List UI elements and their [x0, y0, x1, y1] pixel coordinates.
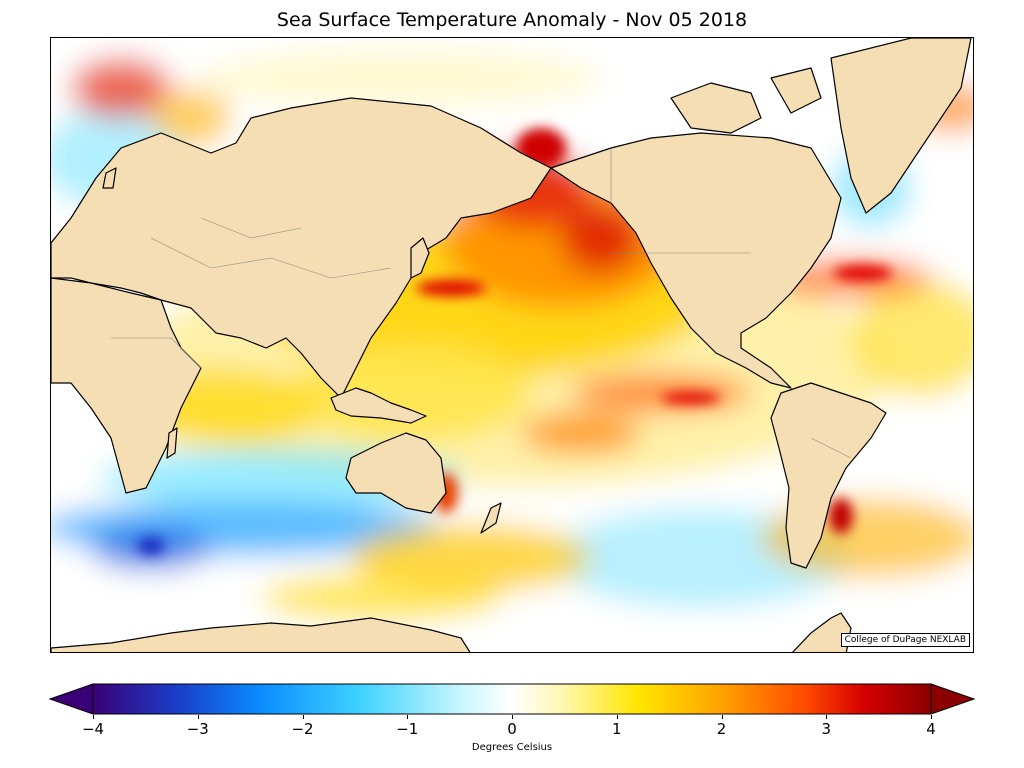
colorbar-extend-high [930, 683, 976, 715]
colorbar-tick-mark [931, 715, 932, 719]
colorbar-tick-mark [197, 715, 199, 719]
uk [102, 167, 117, 189]
new-zealand [480, 502, 502, 534]
colorbar-gradient [92, 683, 932, 715]
antarctica-east [792, 612, 852, 652]
madagascar [166, 427, 178, 459]
north-america [550, 132, 842, 389]
colorbar-tick-mark [302, 715, 304, 719]
south-america [770, 382, 887, 569]
colorbar-label: Degrees Celsius [471, 742, 553, 753]
land-masses [51, 38, 972, 652]
sst-anomaly-map: College of DuPage NEXLAB [50, 37, 974, 653]
country-borders [111, 148, 852, 459]
indonesia [330, 387, 427, 424]
africa [51, 277, 202, 494]
anomaly-field [51, 38, 973, 652]
colorbar-tick-mark [721, 715, 723, 719]
australia [345, 432, 447, 514]
colorbar-tick-label: −4 [81, 720, 105, 738]
colorbar-tick-label: 4 [926, 720, 936, 738]
greenland [830, 38, 972, 214]
colorbar-tick-label: 1 [611, 720, 622, 738]
colorbar-tick-mark [826, 715, 828, 719]
credit-label: College of DuPage NEXLAB [840, 633, 970, 647]
colorbar-tick-label: 0 [507, 720, 517, 738]
colorbar-tick-label: −2 [291, 720, 314, 738]
colorbar-tick-mark [93, 715, 94, 719]
arctic-islands [670, 82, 762, 134]
map-canvas [51, 38, 973, 652]
japan [410, 237, 430, 279]
arctic-islands-2 [770, 67, 822, 114]
antarctica [51, 617, 471, 652]
colorbar-tick-label: 2 [716, 720, 727, 738]
colorbar [48, 683, 976, 715]
colorbar-tick-label: −1 [396, 720, 419, 738]
colorbar-tick-mark [616, 715, 618, 719]
colorbar-tick-mark [512, 715, 513, 719]
colorbar-tick-label: −3 [186, 720, 209, 738]
colorbar-tick-label: 3 [821, 720, 832, 738]
colorbar-extend-low [48, 683, 94, 715]
map-title: Sea Surface Temperature Anomaly - Nov 05… [276, 9, 748, 31]
colorbar-tick-mark [407, 715, 409, 719]
